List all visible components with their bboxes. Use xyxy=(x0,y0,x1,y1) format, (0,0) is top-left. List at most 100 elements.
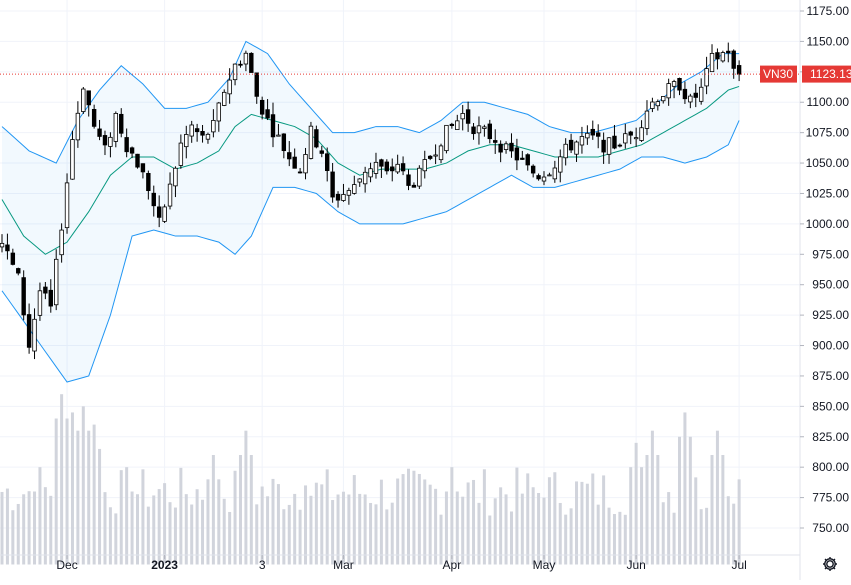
volume-bar xyxy=(569,508,573,565)
candle-body xyxy=(0,242,5,248)
volume-bar xyxy=(206,479,210,565)
candle-body xyxy=(346,190,352,196)
candle xyxy=(525,153,530,171)
candle xyxy=(129,146,135,159)
candle-body xyxy=(10,252,16,265)
candle-body xyxy=(661,96,666,102)
candle xyxy=(189,120,194,143)
band-fill xyxy=(2,41,740,383)
candle-body xyxy=(108,136,113,147)
candle-body xyxy=(194,128,200,133)
volume-bar xyxy=(5,488,9,565)
candle-body xyxy=(362,171,368,185)
volume-bar xyxy=(640,467,644,565)
candle xyxy=(379,158,384,178)
volume-bar xyxy=(304,485,308,565)
candle xyxy=(476,116,482,145)
x-tick-label: Apr xyxy=(443,558,462,572)
candle xyxy=(16,267,21,276)
volume-bar xyxy=(520,493,524,565)
candle xyxy=(352,175,357,195)
candle-body xyxy=(314,129,319,148)
candle xyxy=(249,52,254,73)
candle xyxy=(303,147,308,180)
candle-body xyxy=(482,126,487,129)
candle xyxy=(617,143,623,148)
candle xyxy=(167,172,173,210)
candle-body xyxy=(249,52,254,73)
volume-bar xyxy=(255,504,259,565)
grid xyxy=(0,0,800,555)
candle-body xyxy=(541,176,547,182)
x-axis[interactable]: Dec 2023 3 Mar Apr May Jun Jul xyxy=(0,554,800,572)
candle xyxy=(709,44,715,73)
bollinger-bands xyxy=(1,40,740,383)
candle xyxy=(0,234,5,253)
settings-button[interactable] xyxy=(823,557,837,571)
candle xyxy=(146,170,151,200)
candle-body xyxy=(585,132,590,139)
volume-bar xyxy=(645,455,649,565)
y-tick-label: 750.00 xyxy=(812,521,849,535)
candle xyxy=(715,48,720,70)
candle-body xyxy=(427,155,433,159)
volume-bar xyxy=(385,509,389,565)
volume-bar xyxy=(694,477,698,565)
volume-bar xyxy=(336,494,340,565)
volume-bar xyxy=(618,511,622,565)
volume-bar xyxy=(488,515,492,565)
candle-body xyxy=(704,68,709,87)
candle-body xyxy=(503,143,509,150)
candle-body xyxy=(493,140,498,143)
volume-bar xyxy=(190,504,194,565)
candle-body xyxy=(265,109,270,119)
candle-body xyxy=(21,277,26,316)
candle xyxy=(178,134,184,169)
candle-body xyxy=(639,127,644,141)
candle xyxy=(81,86,86,114)
candle xyxy=(406,169,411,191)
volume-bar xyxy=(699,509,703,565)
y-tick-label: 1000.00 xyxy=(806,217,850,231)
candle-body xyxy=(368,168,373,178)
candle-body xyxy=(319,150,324,154)
volume-bar xyxy=(163,483,167,565)
candle-body xyxy=(26,314,32,348)
candle xyxy=(368,162,373,183)
candle xyxy=(32,308,37,360)
volume-bar xyxy=(629,467,633,565)
candle-body xyxy=(633,137,639,140)
volume-bar xyxy=(293,493,297,565)
candle xyxy=(585,125,590,145)
candle xyxy=(102,130,108,156)
candle xyxy=(205,132,211,144)
volume-bar xyxy=(98,448,102,565)
volume-bar xyxy=(282,509,286,565)
candle xyxy=(698,78,704,105)
candle-body xyxy=(211,119,216,133)
volume-bar xyxy=(201,499,205,565)
candle xyxy=(541,171,547,186)
candle-body xyxy=(384,161,390,172)
volume-bar xyxy=(228,511,232,565)
candle-body xyxy=(693,92,698,98)
candle xyxy=(70,130,75,180)
candle xyxy=(471,122,476,140)
candle xyxy=(162,204,167,224)
volume-bar xyxy=(428,484,432,565)
candle-body xyxy=(48,289,53,307)
candle xyxy=(362,166,368,193)
volume-bar xyxy=(287,504,291,565)
candle-body xyxy=(156,206,162,218)
candle-body xyxy=(623,133,628,144)
y-axis[interactable]: 750.00 775.00 800.00 825.00 850.00 875.00 900.… xyxy=(799,0,850,580)
candle-body xyxy=(731,50,736,69)
candle-body xyxy=(547,174,552,177)
volume-bar xyxy=(309,495,313,565)
volume-bar xyxy=(531,487,535,565)
volume-bar xyxy=(672,512,676,565)
y-tick-label: 1150.00 xyxy=(807,34,850,48)
candle-body xyxy=(417,167,422,187)
candle-body xyxy=(189,124,194,137)
